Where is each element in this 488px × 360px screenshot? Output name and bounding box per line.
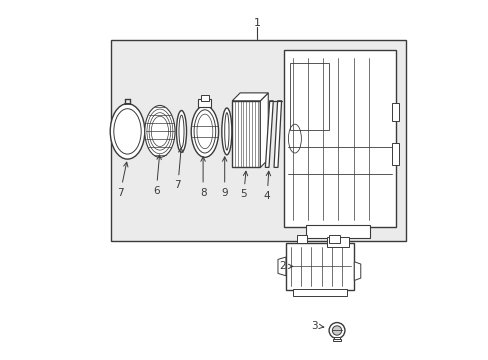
Bar [391, 144, 398, 165]
Polygon shape [273, 101, 281, 167]
Text: 7: 7 [174, 148, 183, 190]
Ellipse shape [110, 104, 144, 159]
Bar [284, 50, 395, 227]
Bar [111, 40, 406, 241]
Text: 3: 3 [311, 321, 323, 331]
Text: 5: 5 [240, 171, 247, 199]
Polygon shape [354, 262, 360, 280]
Polygon shape [265, 101, 273, 167]
Ellipse shape [144, 105, 175, 157]
Bar [332, 339, 340, 341]
Text: 9: 9 [221, 157, 227, 198]
Bar [198, 99, 211, 107]
Bar [200, 95, 209, 101]
Bar [292, 289, 346, 296]
Ellipse shape [328, 323, 344, 338]
Text: 2: 2 [279, 261, 292, 271]
Text: 1: 1 [253, 18, 260, 28]
Text: 6: 6 [153, 155, 161, 196]
Bar [391, 103, 398, 121]
Text: 4: 4 [264, 171, 270, 201]
Ellipse shape [191, 105, 218, 157]
Bar [232, 101, 260, 167]
Ellipse shape [176, 111, 186, 152]
Bar [296, 235, 307, 243]
Polygon shape [277, 257, 285, 276]
Bar [326, 237, 348, 247]
Polygon shape [232, 93, 268, 101]
Polygon shape [260, 93, 268, 167]
Text: 7: 7 [117, 162, 128, 198]
Bar [334, 337, 339, 341]
Ellipse shape [332, 326, 341, 335]
Bar [285, 243, 354, 290]
Ellipse shape [222, 108, 231, 155]
Bar [328, 235, 339, 243]
Text: 8: 8 [200, 157, 206, 198]
Bar [305, 225, 370, 238]
Bar [289, 63, 328, 130]
